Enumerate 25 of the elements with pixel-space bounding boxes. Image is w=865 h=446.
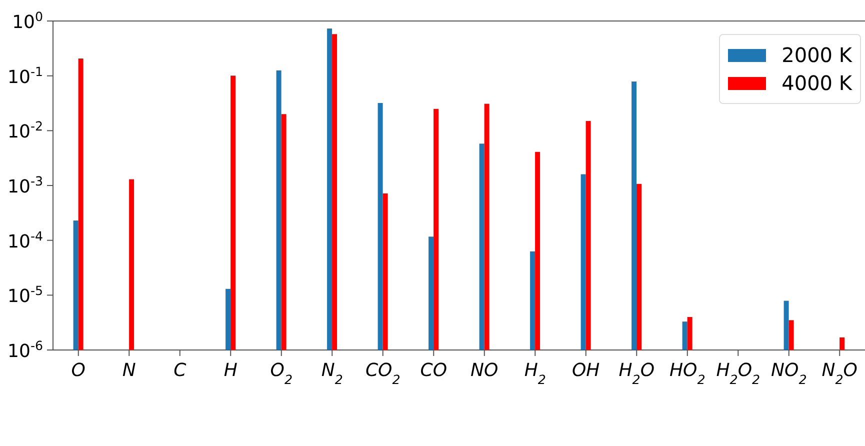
x-tick-label: O <box>71 360 86 381</box>
x-tick-label: CO$_{2}$ <box>365 360 400 386</box>
legend-label: 4000 K <box>782 71 852 95</box>
x-tick-label: N$_{2}$O <box>822 360 858 386</box>
x-tick-label: C <box>174 360 187 381</box>
x-tick-label: NO$_{2}$ <box>771 360 807 386</box>
legend-label: 2000 K <box>782 43 852 67</box>
x-tick-label: N <box>122 360 136 381</box>
x-tick-label: H$_{2}$O$_{2}$ <box>716 360 760 386</box>
x-tick-label: H$_{2}$O <box>618 360 654 386</box>
y-tick-label: 10$^{-2}$ <box>8 118 43 143</box>
x-tick-label: O$_{2}$ <box>270 360 292 386</box>
x-tick-label: N$_{2}$ <box>321 360 343 386</box>
x-tick-label: H$_{2}$ <box>524 360 546 386</box>
y-tick-label: 10$^{0}$ <box>12 8 43 33</box>
y-tick-label: 10$^{-3}$ <box>8 173 43 198</box>
y-tick-label: 10$^{-1}$ <box>8 63 43 88</box>
x-tick-label: OH <box>572 360 600 381</box>
x-tick-label: CO <box>420 360 447 381</box>
y-tick-label: 10$^{-5}$ <box>8 282 43 308</box>
y-tick-label: 10$^{-6}$ <box>8 338 43 362</box>
y-tick-label: 10$^{-4}$ <box>8 228 43 252</box>
x-tick-label: H <box>224 360 238 381</box>
x-tick-label: NO <box>470 360 498 381</box>
x-tick-label: HO$_{2}$ <box>670 360 706 386</box>
